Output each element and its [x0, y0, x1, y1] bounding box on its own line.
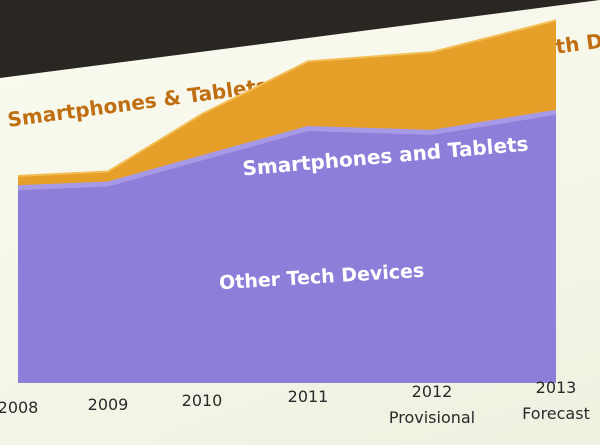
- x-tick-sublabel-forecast: Forecast: [522, 404, 590, 423]
- x-tick-label-2010: 2010: [182, 391, 223, 410]
- x-tick-label-2013: 2013: [536, 378, 577, 397]
- area-smartphones-tablets-edge: [17, 19, 557, 177]
- x-tick-label-2008: 2008: [0, 398, 38, 417]
- x-tick-sublabel-provisional: Provisional: [389, 408, 475, 427]
- x-tick-label-2009: 2009: [88, 395, 129, 414]
- area-other-tech-devices-edge: [17, 109, 557, 191]
- x-tick-label-2011: 2011: [288, 387, 329, 406]
- x-tick-label-2012: 2012: [412, 382, 453, 401]
- area-smartphones-tablets: [18, 20, 556, 188]
- area-other-tech-devices: [18, 112, 556, 384]
